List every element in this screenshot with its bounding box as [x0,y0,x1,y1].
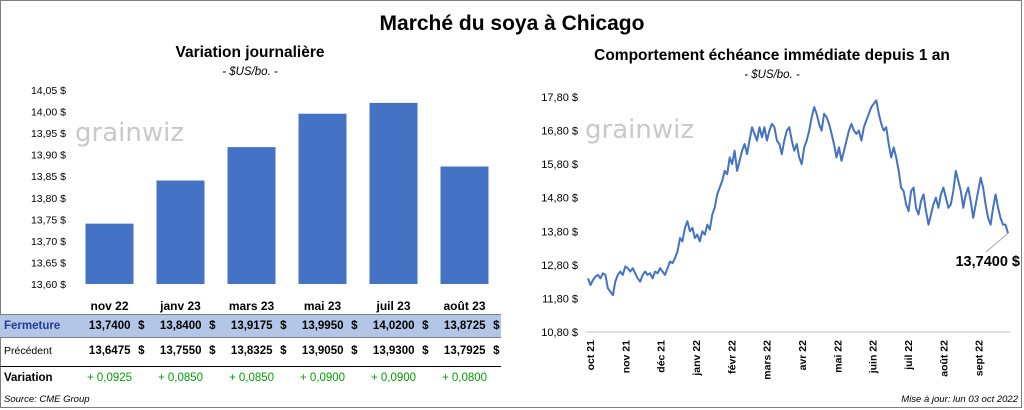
bar-y-tick: 13,65 $ [31,257,66,269]
table-cell: 13,9300 [372,345,415,357]
line-chart-title: Comportement échéance immédiate depuis 1… [594,47,950,64]
bar-chart-title: Variation journalière [175,44,325,61]
table-currency: $ [209,345,216,357]
line-y-tick: 13,80 $ [541,226,578,238]
bar [440,166,489,284]
main-title: Marché du soya à Chicago [379,12,645,35]
last-value-leader [985,232,1009,253]
line-y-tick: 10,80 $ [541,327,578,339]
table-cell: + 0,0900 [299,372,346,384]
table-currency: $ [422,320,429,332]
price-line [587,99,1009,297]
bar-y-tick: 13,70 $ [31,236,66,248]
table-row-label: Précédent [4,345,52,357]
table-cell: 13,8725 [443,320,486,332]
bar-y-tick: 13,85 $ [31,171,66,183]
line-x-tick: nov 21 [620,340,632,373]
table-row-fermeture: Fermeture 13,7400 $13,8400 $13,9175 $13,9950… [0,314,501,338]
bar-x-tick: janv 23 [159,299,201,313]
line-watermark: grainwiz [585,115,694,145]
table-currency: $ [280,345,287,357]
bar-y-tick: 13,95 $ [31,128,66,140]
table-currency: $ [351,320,358,332]
bar-x-tick: juil 23 [375,299,410,313]
line-x-tick: janv 22 [691,340,703,377]
line-x-tick: oct 21 [585,340,597,371]
table-currency: $ [493,345,500,357]
bar [85,223,134,284]
table-currency: $ [138,345,145,357]
bar [298,113,347,284]
table-row-label: Variation [4,372,53,384]
bar [227,147,276,284]
table-cell: + 0,0925 [86,372,133,384]
bar-y-tick: 13,80 $ [31,193,66,205]
line-y-tick: 12,80 $ [541,260,578,272]
bar-y-tick: 13,75 $ [31,214,66,226]
line-x-tick: sept 22 [974,340,986,376]
bar-watermark: grainwiz [75,118,184,148]
bar-y-tick: 14,05 $ [31,85,66,97]
table-currency: $ [280,320,287,332]
table-cell: 13,8325 [230,345,273,357]
table-currency: $ [209,320,216,332]
table-currency: $ [138,320,145,332]
line-x-tick: août 22 [938,340,950,377]
line-y-tick: 14,80 $ [541,193,578,205]
table-cell: 13,6475 [88,345,131,357]
update-note: Mise à jour: lun 03 oct 2022 [901,394,1018,405]
line-x-tick: mars 22 [762,340,774,380]
line-x-tick: mai 22 [832,340,844,373]
table-cell: + 0,0850 [228,372,275,384]
bar-chart-unit: - $US/bo. - [222,66,278,78]
table-row-label: Fermeture [4,320,61,332]
line-x-tick: juin 22 [868,340,880,374]
table-cell: 13,7550 [159,345,202,357]
table-cell: 13,9050 [301,345,344,357]
line-y-tick: 17,80 $ [541,92,578,104]
last-value-label: 13,7400 $ [955,254,1020,270]
table-cell: + 0,0800 [441,372,488,384]
bar-x-tick: mars 23 [229,299,275,313]
table-cell: + 0,0850 [157,372,204,384]
table-cell: 14,0200 [372,320,415,332]
line-x-tick: déc 21 [656,340,668,373]
bar-y-tick: 14,00 $ [31,107,66,119]
bar-x-tick: mai 23 [304,299,342,313]
line-x-tick: juil 22 [903,340,915,371]
table-currency: $ [351,345,358,357]
bar [156,180,205,284]
line-chart-unit: - $US/bo. - [744,69,800,81]
bar-y-tick: 13,90 $ [31,150,66,162]
table-currency: $ [493,320,500,332]
line-y-tick: 16,80 $ [541,126,578,138]
line-x-tick: avr 22 [797,340,809,371]
table-cell: 13,7400 [88,320,131,332]
bar-x-tick: nov 22 [90,299,128,313]
line-y-tick: 11,80 $ [542,293,578,305]
line-y-tick: 15,80 $ [541,159,578,171]
bar-y-tick: 13,60 $ [31,279,66,291]
table-row-precedent: Précédent 13,6475 $13,7550 $13,8325 $13,9050… [0,340,501,364]
table-cell: 13,9175 [230,320,273,332]
source-note: Source: CME Group [4,394,90,405]
table-cell: 13,7925 [443,345,486,357]
table-currency: $ [422,345,429,357]
bar [369,102,418,284]
table-row-variation: Variation + 0,0925 + 0,0850 + 0,0850 + 0,090… [0,366,501,390]
line-x-tick: févr 22 [726,340,738,374]
table-cell: 13,8400 [159,320,202,332]
table-cell: 13,9950 [301,320,344,332]
table-cell: + 0,0900 [370,372,417,384]
bar-x-tick: août 23 [443,299,485,313]
